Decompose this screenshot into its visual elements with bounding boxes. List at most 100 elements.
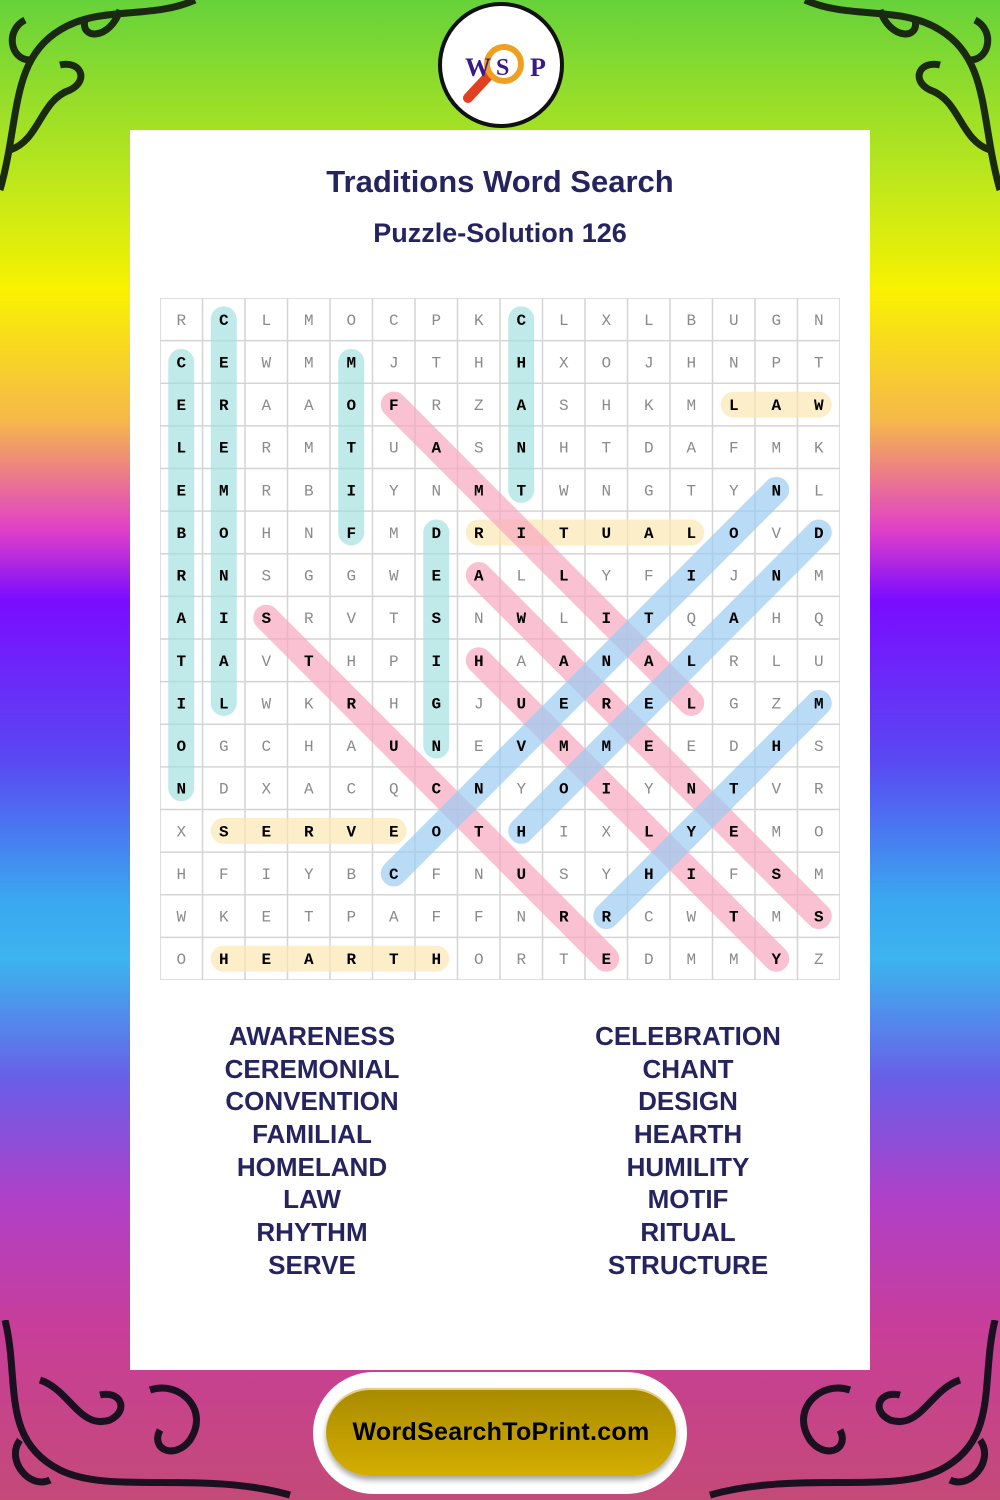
grid-cell[interactable]: N (516, 440, 526, 458)
grid-cell[interactable]: M (346, 354, 356, 372)
grid-cell[interactable]: D (644, 951, 654, 969)
grid-cell[interactable]: L (686, 653, 696, 671)
grid-cell[interactable]: T (644, 610, 654, 628)
grid-cell[interactable]: R (304, 823, 314, 841)
grid-cell[interactable]: L (686, 525, 696, 543)
grid-cell[interactable]: F (474, 909, 484, 927)
grid-cell[interactable]: N (219, 568, 229, 586)
grid-cell[interactable]: U (814, 653, 824, 671)
grid-cell[interactable]: E (559, 695, 569, 713)
grid-cell[interactable]: R (431, 397, 441, 415)
grid-cell[interactable]: M (686, 951, 696, 969)
grid-cell[interactable]: E (261, 823, 271, 841)
grid-cell[interactable]: V (346, 823, 356, 841)
grid-cell[interactable]: Y (644, 781, 654, 799)
grid-cell[interactable]: A (346, 738, 356, 756)
grid-cell[interactable]: B (346, 866, 356, 884)
grid-cell[interactable]: T (729, 781, 739, 799)
grid-cell[interactable]: O (729, 525, 739, 543)
grid-cell[interactable]: H (346, 653, 356, 671)
grid-cell[interactable]: Z (814, 951, 824, 969)
grid-cell[interactable]: X (601, 312, 611, 330)
grid-cell[interactable]: I (686, 866, 696, 884)
grid-cell[interactable]: M (389, 525, 399, 543)
grid-cell[interactable]: T (474, 823, 484, 841)
grid-cell[interactable]: E (261, 951, 271, 969)
grid-cell[interactable]: J (644, 354, 654, 372)
grid-cell[interactable]: D (729, 738, 739, 756)
grid-cell[interactable]: D (431, 525, 441, 543)
grid-cell[interactable]: T (389, 951, 399, 969)
grid-cell[interactable]: M (474, 482, 484, 500)
grid-cell[interactable]: E (474, 738, 484, 756)
grid-cell[interactable]: W (814, 397, 824, 415)
grid-cell[interactable]: V (346, 610, 356, 628)
grid-cell[interactable]: T (686, 482, 696, 500)
grid-cell[interactable]: G (219, 738, 229, 756)
grid-cell[interactable]: H (474, 653, 484, 671)
grid-cell[interactable]: Y (771, 951, 781, 969)
grid-cell[interactable]: L (559, 610, 569, 628)
grid-cell[interactable]: M (304, 312, 314, 330)
grid-cell[interactable]: O (219, 525, 229, 543)
grid-cell[interactable]: W (261, 695, 271, 713)
grid-cell[interactable]: C (346, 781, 356, 799)
grid-cell[interactable]: V (771, 781, 781, 799)
grid-cell[interactable]: N (474, 866, 484, 884)
grid-cell[interactable]: R (219, 397, 229, 415)
solution-highlight-familial[interactable] (380, 391, 705, 716)
grid-cell[interactable]: E (729, 823, 739, 841)
grid-cell[interactable]: G (304, 568, 314, 586)
grid-cell[interactable]: J (389, 354, 399, 372)
grid-cell[interactable]: Y (601, 866, 611, 884)
grid-cell[interactable]: L (261, 312, 271, 330)
grid-cell[interactable]: R (814, 781, 824, 799)
grid-cell[interactable]: A (559, 653, 569, 671)
grid-cell[interactable]: A (304, 397, 314, 415)
grid-cell[interactable]: A (771, 397, 781, 415)
grid-cell[interactable]: G (346, 568, 356, 586)
grid-cell[interactable]: R (346, 951, 356, 969)
grid-cell[interactable]: R (559, 909, 569, 927)
grid-cell[interactable]: Q (814, 610, 824, 628)
solution-highlight-structure[interactable] (253, 604, 620, 972)
grid-cell[interactable]: O (176, 738, 186, 756)
grid-cell[interactable]: T (814, 354, 824, 372)
grid-cell[interactable]: I (559, 823, 569, 841)
grid-cell[interactable]: H (219, 951, 229, 969)
grid-cell[interactable]: A (304, 781, 314, 799)
grid-cell[interactable]: G (644, 482, 654, 500)
grid-cell[interactable]: N (516, 909, 526, 927)
grid-cell[interactable]: E (389, 823, 399, 841)
grid-cell[interactable]: N (474, 781, 484, 799)
grid-cell[interactable]: A (729, 610, 739, 628)
grid-cell[interactable]: N (474, 610, 484, 628)
grid-cell[interactable]: V (261, 653, 271, 671)
grid-cell[interactable]: R (261, 440, 271, 458)
grid-cell[interactable]: E (261, 909, 271, 927)
grid-cell[interactable]: H (261, 525, 271, 543)
grid-cell[interactable]: O (601, 354, 611, 372)
grid-cell[interactable]: L (771, 653, 781, 671)
grid-cell[interactable]: U (389, 440, 399, 458)
grid-cell[interactable]: H (389, 695, 399, 713)
grid-cell[interactable]: A (261, 397, 271, 415)
grid-cell[interactable]: C (261, 738, 271, 756)
grid-cell[interactable]: X (261, 781, 271, 799)
grid-cell[interactable]: X (176, 823, 186, 841)
grid-cell[interactable]: K (814, 440, 824, 458)
grid-cell[interactable]: S (474, 440, 484, 458)
grid-cell[interactable]: K (474, 312, 484, 330)
grid-cell[interactable]: T (304, 909, 314, 927)
grid-cell[interactable]: Z (771, 695, 781, 713)
grid-cell[interactable]: L (814, 482, 824, 500)
grid-cell[interactable]: E (644, 695, 654, 713)
grid-cell[interactable]: I (601, 610, 611, 628)
grid-cell[interactable]: P (389, 653, 399, 671)
site-logo[interactable]: W S P (438, 2, 564, 128)
grid-cell[interactable]: R (346, 695, 356, 713)
grid-cell[interactable]: S (261, 610, 271, 628)
grid-cell[interactable]: W (516, 610, 526, 628)
grid-cell[interactable]: N (771, 568, 781, 586)
grid-cell[interactable]: T (304, 653, 314, 671)
